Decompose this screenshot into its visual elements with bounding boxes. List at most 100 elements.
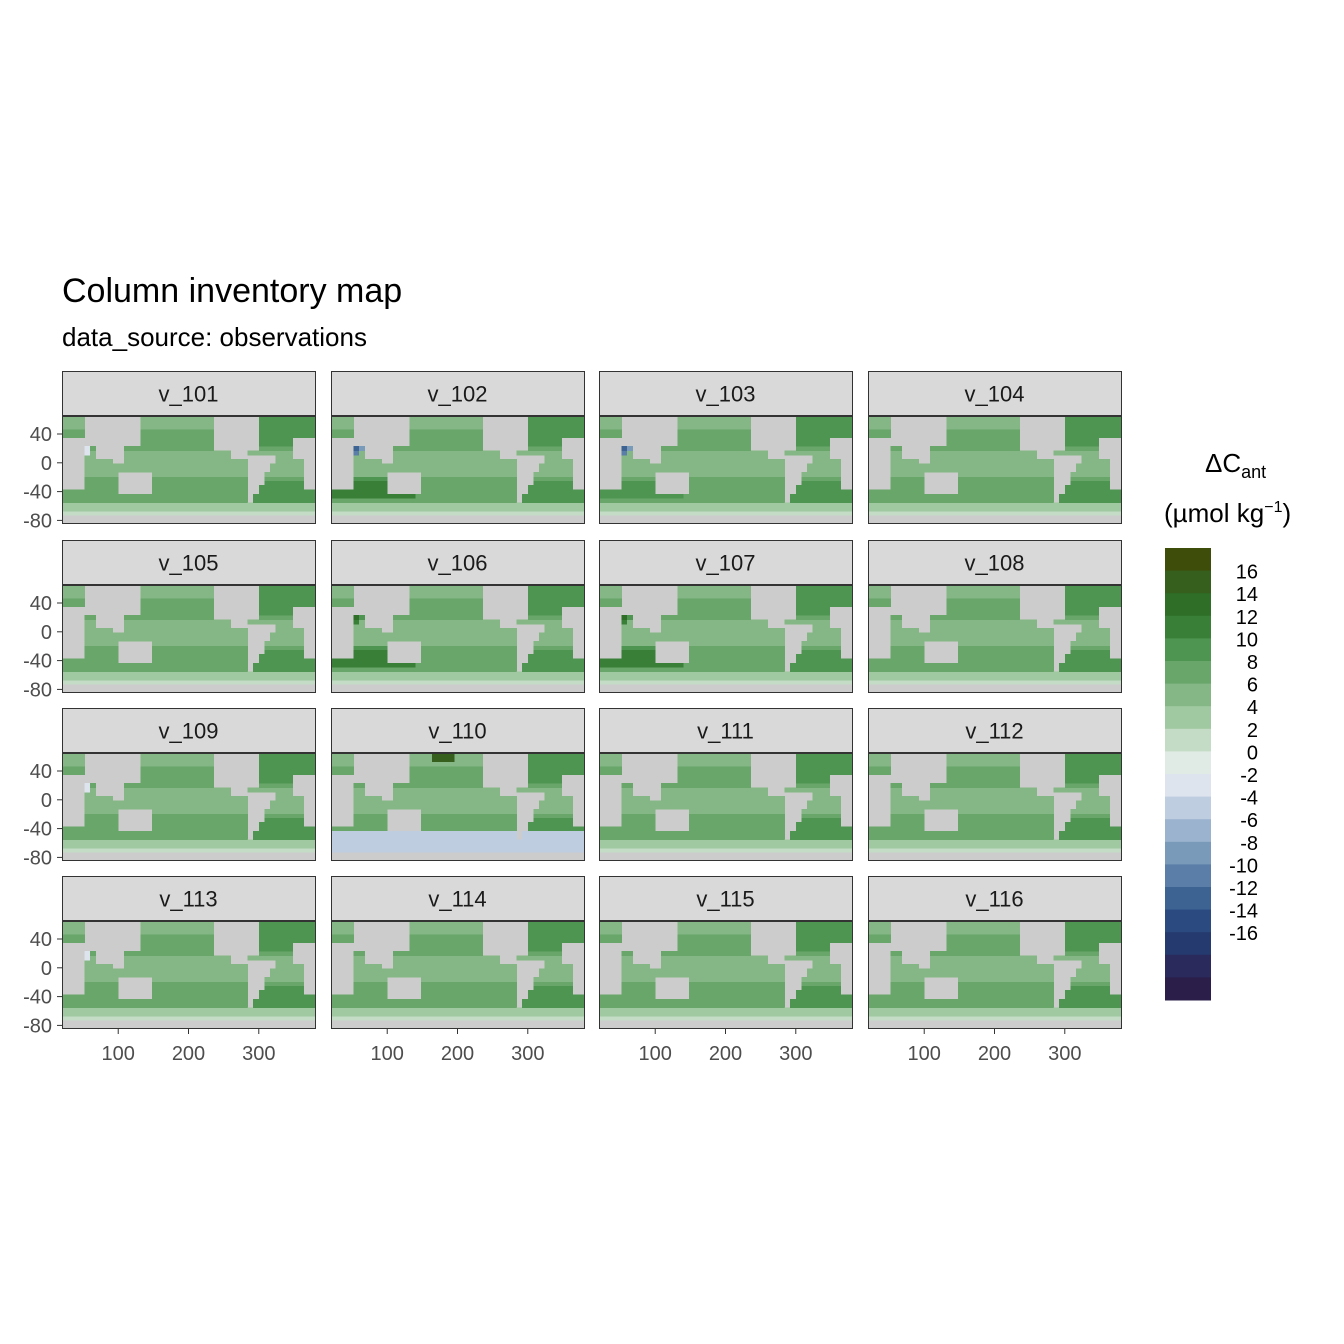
heatmap-cell: [505, 671, 512, 677]
heatmap-cell: [185, 598, 192, 603]
heatmap-cell: [336, 585, 343, 590]
heatmap-cell: [465, 593, 472, 599]
heatmap-cell: [376, 493, 382, 499]
heatmap-cell: [129, 467, 136, 473]
heatmap-cell: [829, 467, 836, 473]
heatmap-cell: [812, 489, 819, 495]
heatmap-cell: [694, 437, 701, 443]
heatmap-cell: [544, 662, 551, 668]
heatmap-cell: [649, 632, 656, 638]
heatmap-cell: [303, 493, 310, 499]
heatmap-cell: [90, 480, 97, 486]
heatmap-cell: [694, 641, 701, 646]
heatmap-cell: [443, 454, 450, 460]
heatmap-cell: [292, 641, 299, 646]
heatmap-cell: [986, 441, 993, 447]
heatmap-cell: [213, 502, 220, 508]
heatmap-cell: [415, 619, 422, 625]
heatmap-cell: [610, 493, 617, 499]
heatmap-cell: [544, 623, 551, 629]
heatmap-cell: [835, 485, 842, 490]
heatmap-cell: [157, 589, 164, 594]
heatmap-cell: [90, 615, 97, 620]
heatmap-cell: [180, 602, 187, 607]
heatmap-cell: [460, 437, 467, 443]
heatmap-cell: [807, 429, 813, 434]
heatmap-cells: [331, 585, 585, 685]
heatmap-cell: [398, 667, 405, 672]
heatmap-cell: [270, 649, 276, 655]
heatmap-cell: [739, 467, 746, 473]
heatmap-cell: [660, 667, 667, 672]
heatmap-cell: [202, 433, 209, 438]
heatmap-cell: [477, 459, 484, 464]
heatmap-cell: [275, 437, 282, 443]
heatmap-cell: [275, 667, 282, 672]
heatmap-cell: [392, 498, 399, 503]
heatmap-cell: [163, 619, 170, 625]
heatmap-cell: [185, 489, 192, 495]
heatmap-cell: [180, 493, 187, 499]
heatmap-cell: [364, 636, 371, 642]
heatmap-cell: [477, 446, 484, 451]
heatmap-cell: [398, 628, 405, 633]
heatmap-cell: [168, 420, 175, 425]
heatmap-cell: [946, 416, 953, 421]
heatmap-cell: [353, 632, 360, 638]
heatmap-cell: [449, 645, 456, 651]
heatmap-cell: [655, 671, 662, 677]
heatmap-cell: [728, 446, 735, 451]
heatmap-cell: [432, 446, 439, 451]
heatmap-cell: [112, 485, 119, 490]
heatmap-cell: [632, 463, 639, 469]
heatmap-cell: [140, 416, 147, 421]
heatmap-cell: [342, 506, 349, 512]
heatmap-cell: [432, 632, 439, 638]
heatmap-cell: [180, 619, 187, 625]
heatmap-cell: [677, 680, 684, 685]
heatmap-cell: [331, 511, 337, 516]
heatmap-cell: [191, 615, 198, 620]
heatmap-cell: [404, 667, 411, 672]
heatmap-cell: [421, 615, 427, 620]
heatmap-cell: [567, 420, 574, 425]
heatmap-cell: [185, 476, 192, 482]
heatmap-cell: [1047, 502, 1054, 508]
heatmap-cell: [649, 671, 656, 677]
heatmap-cell: [1025, 459, 1032, 464]
heatmap-cell: [963, 416, 970, 421]
heatmap-cell: [980, 446, 987, 451]
heatmap-cell: [1042, 476, 1049, 482]
heatmap-cell: [1053, 511, 1060, 516]
heatmap-cell: [437, 424, 444, 430]
heatmap-cell: [728, 485, 735, 490]
heatmap-cell: [700, 667, 707, 672]
heatmap-cell: [599, 602, 605, 607]
heatmap-cell: [112, 506, 119, 512]
heatmap-cell: [376, 472, 382, 477]
heatmap-cell: [421, 641, 427, 646]
heatmap-cell: [539, 667, 545, 672]
heatmap-cell: [986, 485, 993, 490]
heatmap-cell: [426, 441, 433, 447]
heatmap-cell: [561, 667, 568, 672]
heatmap-cell: [689, 645, 695, 651]
heatmap-cell: [292, 502, 299, 508]
heatmap-cell: [292, 654, 299, 659]
heatmap-cell: [644, 493, 650, 499]
heatmap-cell: [437, 429, 444, 434]
heatmap-cell: [621, 636, 628, 642]
heatmap-cell: [118, 463, 125, 469]
heatmap-cell: [694, 420, 701, 425]
heatmap-cell: [1064, 489, 1071, 495]
heatmap-cell: [163, 420, 170, 425]
heatmap-cell: [1064, 416, 1071, 421]
heatmap-cell: [505, 641, 512, 646]
heatmap-cell: [750, 675, 757, 681]
heatmap-cell: [471, 632, 478, 638]
heatmap-cell: [896, 502, 903, 508]
heatmap-cell: [879, 506, 886, 512]
heatmap-cell: [722, 645, 729, 651]
heatmap-cell: [555, 628, 562, 633]
heatmap-cell: [73, 433, 80, 438]
